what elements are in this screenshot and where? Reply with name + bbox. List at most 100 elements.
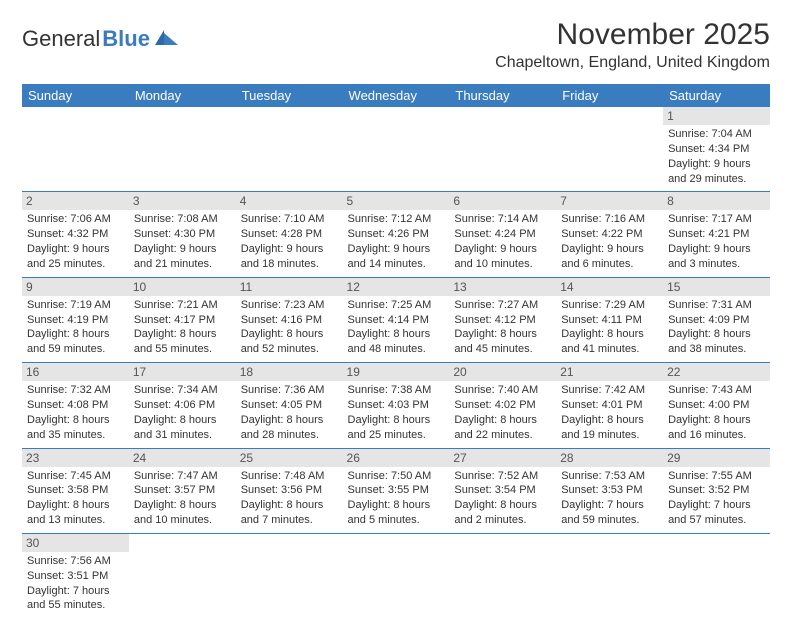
day-number: 1 — [663, 107, 770, 125]
sunrise-text: Sunrise: 7:17 AM — [668, 212, 765, 227]
daylight-text: Daylight: 8 hours and 35 minutes. — [27, 413, 124, 443]
day-cell: 8 Sunrise: 7:17 AMSunset: 4:21 PMDaylight… — [663, 192, 770, 277]
day-number: 7 — [556, 192, 663, 210]
week-row: 16Sunrise: 7:32 AMSunset: 4:08 PMDayligh… — [22, 363, 770, 448]
day-number: 15 — [663, 278, 770, 296]
daylight-text: Daylight: 9 hours and 25 minutes. — [27, 242, 124, 272]
daylight-text: Daylight: 8 hours and 28 minutes. — [241, 413, 338, 443]
day-cell: 10Sunrise: 7:21 AMSunset: 4:17 PMDayligh… — [129, 277, 236, 362]
sunrise-text: Sunrise: 7:36 AM — [241, 383, 338, 398]
sunset-text: Sunset: 4:05 PM — [241, 398, 338, 413]
week-row: 23Sunrise: 7:45 AMSunset: 3:58 PMDayligh… — [22, 448, 770, 533]
sunrise-text: Sunrise: 7:50 AM — [348, 469, 445, 484]
day-number: 12 — [343, 278, 450, 296]
sunset-text: Sunset: 4:12 PM — [454, 313, 551, 328]
day-number: 24 — [129, 449, 236, 467]
location-text: Chapeltown, England, United Kingdom — [495, 54, 770, 72]
sunrise-text: Sunrise: 7:42 AM — [561, 383, 658, 398]
day-cell: 16Sunrise: 7:32 AMSunset: 4:08 PMDayligh… — [22, 363, 129, 448]
daylight-text: Daylight: 8 hours and 38 minutes. — [668, 327, 765, 357]
sunset-text: Sunset: 4:02 PM — [454, 398, 551, 413]
day-cell: 18 Sunrise: 7:36 AMSunset: 4:05 PMDayligh… — [236, 363, 343, 448]
sunrise-text: Sunrise: 7:14 AM — [454, 212, 551, 227]
day-cell: 1Sunrise: 7:04 AMSunset: 4:34 PMDaylight… — [663, 107, 770, 192]
day-cell — [129, 533, 236, 618]
day-cell: 29Sunrise: 7:55 AMSunset: 3:52 PMDayligh… — [663, 448, 770, 533]
day-cell: 17Sunrise: 7:34 AMSunset: 4:06 PMDayligh… — [129, 363, 236, 448]
sunset-text: Sunset: 4:26 PM — [348, 227, 445, 242]
page-header: GeneralBlue November 2025 Chapeltown, En… — [22, 18, 770, 72]
daylight-text: Daylight: 8 hours and 19 minutes. — [561, 413, 658, 443]
day-number: 23 — [22, 449, 129, 467]
sunrise-text: Sunrise: 7:52 AM — [454, 469, 551, 484]
day-cell — [236, 533, 343, 618]
day-cell: 28Sunrise: 7:53 AMSunset: 3:53 PMDayligh… — [556, 448, 663, 533]
day-cell: 26Sunrise: 7:50 AMSunset: 3:55 PMDayligh… — [343, 448, 450, 533]
day-cell: 21Sunrise: 7:42 AMSunset: 4:01 PMDayligh… — [556, 363, 663, 448]
day-cell — [343, 107, 450, 192]
sunrise-text: Sunrise: 7:21 AM — [134, 298, 231, 313]
daylight-text: Daylight: 8 hours and 48 minutes. — [348, 327, 445, 357]
week-row: 1Sunrise: 7:04 AMSunset: 4:34 PMDaylight… — [22, 107, 770, 192]
day-cell: 5Sunrise: 7:12 AMSunset: 4:26 PMDaylight… — [343, 192, 450, 277]
sunset-text: Sunset: 4:17 PM — [134, 313, 231, 328]
sunset-text: Sunset: 3:56 PM — [241, 483, 338, 498]
month-title: November 2025 — [495, 18, 770, 52]
day-cell — [556, 107, 663, 192]
day-number: 29 — [663, 449, 770, 467]
sunset-text: Sunset: 4:19 PM — [27, 313, 124, 328]
sunrise-text: Sunrise: 7:47 AM — [134, 469, 231, 484]
day-cell: 4Sunrise: 7:10 AMSunset: 4:28 PMDaylight… — [236, 192, 343, 277]
day-number: 18 — [236, 363, 343, 381]
day-cell: 6Sunrise: 7:14 AMSunset: 4:24 PMDaylight… — [449, 192, 556, 277]
day-number: 14 — [556, 278, 663, 296]
sunrise-text: Sunrise: 7:16 AM — [561, 212, 658, 227]
sunrise-text: Sunrise: 7:27 AM — [454, 298, 551, 313]
day-number: 25 — [236, 449, 343, 467]
title-block: November 2025 Chapeltown, England, Unite… — [495, 18, 770, 72]
daylight-text: Daylight: 9 hours and 21 minutes. — [134, 242, 231, 272]
calendar-body: 1 Sunrise: 7:04 AMSunset: 4:34 PM Daylight… — [22, 107, 770, 618]
sunrise-text: Sunrise: 7:08 AM — [134, 212, 231, 227]
sunrise-text: Sunrise: 7:31 AM — [668, 298, 765, 313]
sunset-text: Sunset: 4:32 PM — [27, 227, 124, 242]
sunset-text: Sunset: 3:55 PM — [348, 483, 445, 498]
sunrise-text: Sunrise: 7:48 AM — [241, 469, 338, 484]
sunset-text: Sunset: 3:57 PM — [134, 483, 231, 498]
calendar-page: GeneralBlue November 2025 Chapeltown, En… — [0, 0, 792, 636]
day-cell: 24Sunrise: 7:47 AMSunset: 3:57 PMDayligh… — [129, 448, 236, 533]
sunrise-text: Sunrise: 7:43 AM — [668, 383, 765, 398]
sunrise-text: Sunrise: 7:32 AM — [27, 383, 124, 398]
flag-icon — [154, 27, 180, 52]
daylight-text: Daylight: 9 hours and 14 minutes. — [348, 242, 445, 272]
daylight-text: Daylight: 8 hours and 7 minutes. — [241, 498, 338, 528]
day-cell: 27Sunrise: 7:52 AMSunset: 3:54 PMDayligh… — [449, 448, 556, 533]
sunset-text: Sunset: 4:21 PM — [668, 227, 765, 242]
daylight-text: Daylight: 8 hours and 45 minutes. — [454, 327, 551, 357]
daylight-text: Daylight: 7 hours and 57 minutes. — [668, 498, 765, 528]
daylight-text: Daylight: 7 hours and 59 minutes. — [561, 498, 658, 528]
daylight-text: Daylight: 8 hours and 2 minutes. — [454, 498, 551, 528]
sunset-text: Sunset: 4:30 PM — [134, 227, 231, 242]
sunrise-text: Sunrise: 7:34 AM — [134, 383, 231, 398]
day-cell: 2Sunrise: 7:06 AMSunset: 4:32 PMDaylight… — [22, 192, 129, 277]
sunset-text: Sunset: 3:53 PM — [561, 483, 658, 498]
sunset-text: Sunset: 4:11 PM — [561, 313, 658, 328]
day-number: 6 — [449, 192, 556, 210]
day-cell — [663, 533, 770, 618]
logo-text-general: General — [22, 26, 100, 52]
weekday-wednesday: Wednesday — [343, 84, 450, 107]
day-cell: 19Sunrise: 7:38 AMSunset: 4:03 PMDayligh… — [343, 363, 450, 448]
sunset-text: Sunset: 4:34 PM — [668, 142, 765, 157]
day-number: 30 — [22, 534, 129, 552]
daylight-text: Daylight: 8 hours and 52 minutes. — [241, 327, 338, 357]
sunrise-text: Sunrise: 7:23 AM — [241, 298, 338, 313]
day-number: 13 — [449, 278, 556, 296]
daylight-text: Daylight: 8 hours and 16 minutes. — [668, 413, 765, 443]
day-cell — [22, 107, 129, 192]
day-number: 8 — [663, 192, 770, 210]
daylight-text: Daylight: 9 hours and 3 minutes. — [668, 242, 765, 272]
day-cell: 12Sunrise: 7:25 AMSunset: 4:14 PMDayligh… — [343, 277, 450, 362]
sunrise-text: Sunrise: 7:04 AM — [668, 127, 765, 142]
day-cell — [449, 533, 556, 618]
